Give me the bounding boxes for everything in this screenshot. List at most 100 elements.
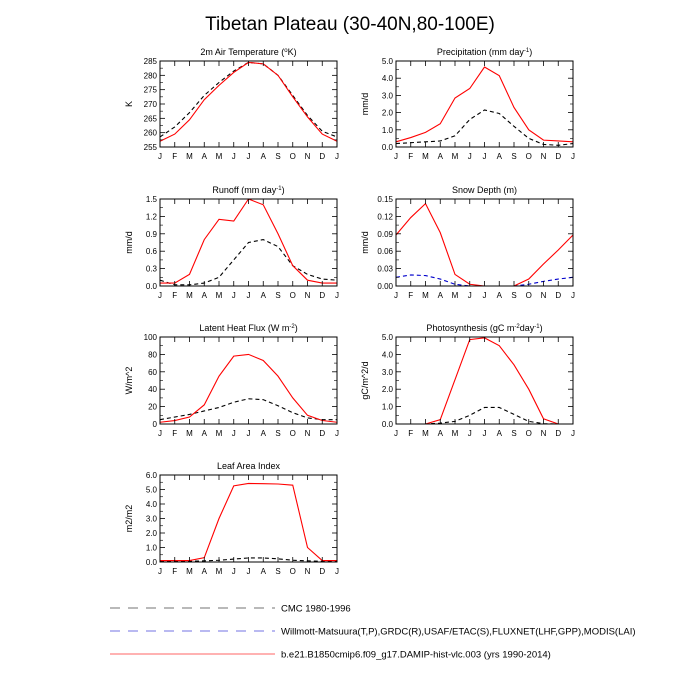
x-tick-label: A	[202, 291, 208, 300]
y-tick-label: 1.2	[146, 212, 158, 221]
x-tick-label: F	[172, 152, 177, 161]
panel-title: Runoff (mm day-1)	[212, 185, 284, 195]
x-tick-label: D	[555, 429, 561, 438]
y-axis-label: mm/d	[124, 231, 134, 254]
y-tick-label: 3.0	[146, 515, 158, 524]
x-tick-label: F	[408, 291, 413, 300]
plot-frame	[159, 336, 338, 425]
x-tick-label: J	[571, 152, 575, 161]
y-tick-label: 255	[144, 143, 158, 152]
y-tick-label: 80	[148, 350, 157, 359]
x-tick-label: J	[571, 291, 575, 300]
y-tick-label: 4.0	[382, 350, 394, 359]
series-line-1	[159, 239, 338, 286]
x-tick-label: J	[335, 429, 339, 438]
x-tick-label: O	[526, 152, 532, 161]
legend-label-3: b.e21.B1850cmip6.f09_g17.DAMIP-hist-vlc.…	[281, 650, 551, 661]
series-line-1	[159, 61, 338, 138]
plot-frame	[159, 474, 338, 563]
x-tick-label: D	[319, 291, 325, 300]
x-tick-label: D	[555, 291, 561, 300]
x-tick-label: J	[247, 429, 251, 438]
x-tick-label: A	[438, 291, 444, 300]
x-tick-label: N	[305, 567, 311, 576]
panel-title: Precipitation (mm day-1)	[437, 47, 532, 57]
x-tick-label: J	[394, 429, 398, 438]
y-axis-label: m2/m2	[124, 505, 134, 533]
x-tick-label: O	[290, 567, 296, 576]
y-tick-label: 6.0	[146, 471, 158, 480]
x-tick-label: N	[305, 152, 311, 161]
x-tick-label: M	[422, 152, 429, 161]
x-tick-label: A	[497, 291, 503, 300]
y-tick-label: 0	[153, 420, 158, 429]
y-tick-label: 275	[144, 86, 158, 95]
x-tick-label: S	[511, 429, 516, 438]
x-tick-label: J	[468, 152, 472, 161]
panel-4: Snow Depth (m) mm/d 0.00 0.03 0.06 0.09 0.12 0.…	[360, 185, 575, 300]
y-tick-label: 2.0	[146, 529, 158, 538]
x-tick-label: N	[541, 429, 547, 438]
y-tick-label: 5.0	[382, 57, 394, 66]
x-tick-label: A	[438, 152, 444, 161]
y-axis-label: mm/d	[360, 231, 370, 254]
x-tick-label: M	[452, 152, 459, 161]
x-tick-label: S	[275, 429, 280, 438]
y-axis-label: W/m^2	[124, 367, 134, 395]
panel-2: Precipitation (mm day-1) mm/d 0.0 1.0 2.0 3.0…	[360, 47, 575, 161]
x-tick-label: N	[541, 291, 547, 300]
x-tick-label: J	[247, 291, 251, 300]
x-tick-label: O	[290, 291, 296, 300]
y-axis-label: K	[124, 101, 134, 107]
x-tick-label: M	[422, 291, 429, 300]
x-tick-label: J	[483, 429, 487, 438]
y-tick-label: 1.0	[382, 126, 394, 135]
x-tick-label: S	[275, 291, 280, 300]
x-tick-label: F	[172, 567, 177, 576]
x-tick-label: J	[232, 429, 236, 438]
x-tick-label: J	[483, 291, 487, 300]
series-line-2	[159, 61, 338, 142]
x-tick-label: N	[305, 429, 311, 438]
x-tick-label: J	[394, 291, 398, 300]
y-tick-label: 0.0	[146, 282, 158, 291]
x-tick-label: S	[275, 567, 280, 576]
x-tick-label: O	[526, 429, 532, 438]
x-tick-label: J	[335, 152, 339, 161]
x-tick-label: F	[408, 152, 413, 161]
y-tick-label: 0.00	[377, 282, 393, 291]
x-tick-label: A	[497, 152, 503, 161]
series-line-2	[395, 202, 574, 287]
plot-frame	[395, 60, 574, 148]
panel-7: Leaf Area Index m2/m2 0.0 1.0 2.0 3.0 4.0 5.0 6.…	[124, 461, 339, 576]
y-tick-label: 3.0	[382, 368, 394, 377]
x-tick-label: F	[408, 429, 413, 438]
y-tick-label: 1.0	[382, 403, 394, 412]
panels: 2m Air Temperature (oK) K 255 260 265 270 275 2…	[124, 47, 575, 576]
x-tick-label: M	[216, 291, 223, 300]
x-tick-label: A	[497, 429, 503, 438]
series-line-2	[160, 198, 337, 284]
y-axis-label: mm/d	[360, 93, 370, 116]
series-line-2	[160, 482, 337, 562]
plot-frame	[395, 198, 574, 287]
x-tick-label: O	[290, 429, 296, 438]
x-tick-label: M	[452, 429, 459, 438]
y-tick-label: 0.0	[146, 558, 158, 567]
x-tick-label: N	[305, 291, 311, 300]
x-tick-label: J	[158, 291, 162, 300]
x-tick-label: J	[158, 152, 162, 161]
x-tick-label: J	[232, 567, 236, 576]
x-tick-label: D	[319, 429, 325, 438]
x-tick-label: S	[511, 152, 516, 161]
x-tick-label: D	[319, 567, 325, 576]
y-tick-label: 0.09	[377, 230, 393, 239]
y-tick-label: 0.03	[377, 265, 393, 274]
y-tick-label: 5.0	[382, 333, 394, 342]
x-tick-label: A	[438, 429, 444, 438]
series-line-2	[159, 353, 338, 423]
x-tick-label: J	[468, 429, 472, 438]
y-tick-label: 0.3	[146, 265, 158, 274]
plot-frame	[159, 60, 338, 148]
